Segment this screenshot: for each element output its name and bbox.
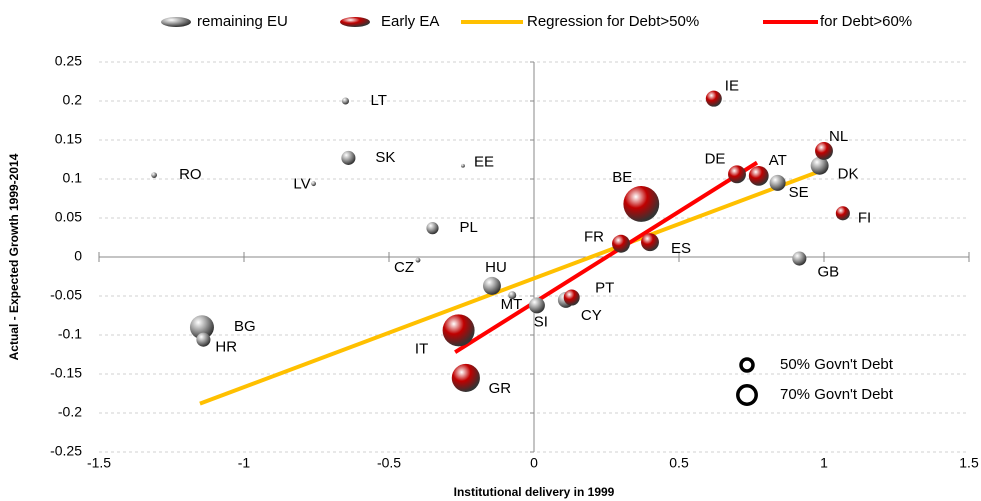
point-label: NL [829, 128, 848, 145]
point-label: IT [415, 340, 428, 357]
point-label: FR [584, 229, 604, 246]
legend-label: for Debt>60% [820, 13, 912, 30]
point-label: DE [705, 150, 726, 167]
point-label: GB [818, 264, 840, 281]
bubble [748, 165, 769, 186]
y-tick-label: 0.1 [63, 170, 83, 186]
point-label: LV [293, 176, 310, 193]
y-tick-label: -0.25 [50, 443, 82, 459]
y-tick-label: 0.15 [55, 131, 82, 147]
y-tick-label: 0 [74, 248, 82, 264]
bubble [792, 251, 807, 266]
size-legend-marker [739, 357, 755, 373]
x-tick-label: 1.5 [959, 455, 979, 471]
bubble [612, 234, 630, 253]
bubble [461, 163, 465, 168]
y-tick-label: -0.1 [58, 326, 82, 342]
point-label: FI [858, 209, 871, 226]
size-legend-label: 70% Govn't Debt [780, 386, 894, 403]
size-legend-label: 50% Govn't Debt [780, 356, 894, 373]
point-label: HU [485, 259, 507, 276]
point-label: DK [838, 166, 859, 183]
point-label: EE [474, 154, 494, 171]
point-label: SK [375, 149, 395, 166]
x-tick-label: 1 [820, 455, 828, 471]
point-label: RO [179, 166, 202, 183]
point-label: PT [595, 280, 614, 297]
bubble [426, 222, 439, 235]
point-label: MT [501, 296, 523, 313]
x-tick-label: 0 [530, 455, 538, 471]
bubble [442, 314, 475, 347]
point-label: ES [671, 240, 691, 257]
bubble [769, 174, 786, 191]
size-legend-marker [736, 384, 758, 406]
y-tick-label: -0.2 [58, 404, 82, 420]
legend-label: Early EA [381, 13, 439, 30]
x-tick-label: 0.5 [669, 455, 689, 471]
y-axis-title: Actual - Expected Growth 1999-2014 [7, 153, 21, 360]
point-label: AT [769, 152, 787, 169]
point-label: CZ [394, 259, 414, 276]
point-label: LT [371, 92, 387, 109]
point-label: PL [460, 219, 478, 236]
legend-label: remaining EU [197, 13, 288, 30]
point-label: SI [534, 313, 548, 330]
bubble [189, 315, 214, 340]
bubble [508, 291, 517, 300]
bubble [563, 289, 580, 306]
legend-swatch [161, 17, 191, 27]
point-label: SE [789, 184, 809, 201]
point-label: BE [612, 169, 632, 186]
point-label: IE [725, 78, 739, 95]
point-label: GR [489, 380, 512, 397]
regression-line [199, 167, 825, 406]
point-label: CY [581, 307, 602, 324]
y-tick-label: -0.05 [50, 287, 82, 303]
x-axis-title: Institutional delivery in 1999 [454, 485, 615, 499]
y-tick-label: -0.15 [50, 365, 82, 381]
bubble [196, 332, 211, 347]
bubble [641, 233, 659, 252]
bubble [705, 90, 722, 107]
y-tick-label: 0.2 [63, 92, 83, 108]
y-tick-label: 0.25 [55, 53, 82, 69]
x-tick-label: -1 [238, 455, 251, 471]
bubble [451, 363, 480, 392]
bubble [341, 150, 356, 165]
legend-label: Regression for Debt>50% [527, 13, 699, 30]
x-tick-label: -1.5 [87, 455, 111, 471]
bubble [341, 97, 350, 105]
point-label: HR [215, 339, 237, 356]
bubble [151, 172, 157, 178]
x-tick-label: -0.5 [377, 455, 401, 471]
point-label: BG [234, 318, 256, 335]
legend-swatch [340, 17, 370, 27]
y-tick-label: 0.05 [55, 209, 82, 225]
bubble [415, 257, 421, 263]
bubble [815, 141, 833, 160]
bubble [623, 186, 660, 222]
bubble [810, 156, 829, 175]
bubble [311, 181, 316, 187]
bubble [728, 165, 746, 184]
bubble [835, 206, 850, 221]
bubble [528, 297, 545, 314]
bubble [482, 276, 501, 295]
regression-line [454, 160, 759, 354]
